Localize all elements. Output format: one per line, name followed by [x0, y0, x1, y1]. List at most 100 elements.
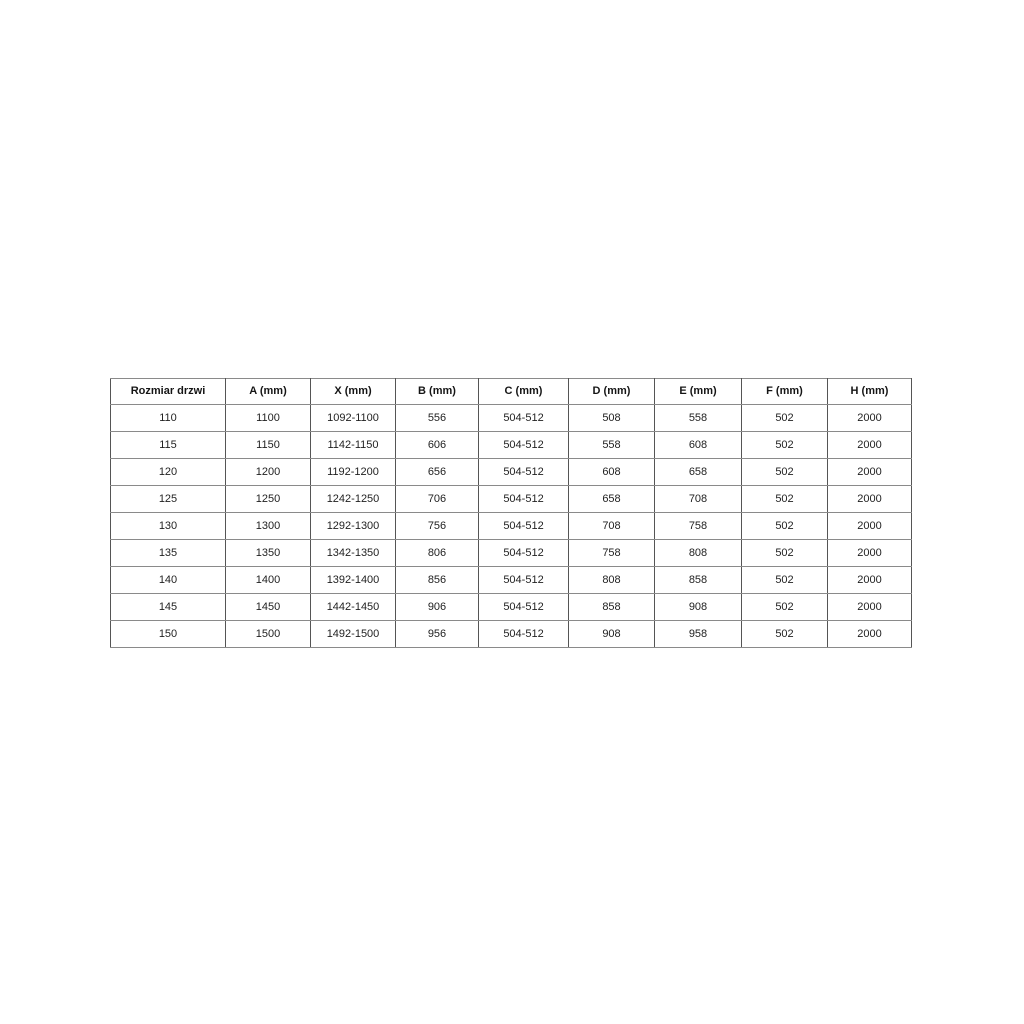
table-cell: 150: [110, 620, 226, 648]
table-cell: 2000: [827, 404, 912, 432]
table-cell: 504-512: [478, 485, 569, 513]
table-cell: 806: [395, 539, 479, 567]
table-cell: 145: [110, 593, 226, 621]
table-row: 130 1300 1292-1300 756 504-512 708 758 502 2000: [110, 512, 912, 540]
table-cell: 756: [395, 512, 479, 540]
table-cell: 1242-1250: [310, 485, 396, 513]
table-cell: 2000: [827, 431, 912, 459]
table-cell: 1150: [225, 431, 311, 459]
table-cell: 508: [568, 404, 655, 432]
column-header: A (mm): [225, 378, 311, 405]
table-row: 125 1250 1242-1250 706 504-512 658 708 502 2000: [110, 485, 912, 513]
table-cell: 2000: [827, 512, 912, 540]
table-cell: 708: [654, 485, 742, 513]
table-cell: 502: [741, 593, 828, 621]
table-cell: 1200: [225, 458, 311, 486]
table-cell: 608: [568, 458, 655, 486]
table-cell: 504-512: [478, 512, 569, 540]
table-cell: 502: [741, 485, 828, 513]
table-body: 110 1100 1092-1100 556 504-512 508 558 502 2000 1…: [110, 404, 912, 648]
table-cell: 858: [654, 566, 742, 594]
table-cell: 502: [741, 431, 828, 459]
table-cell: 1250: [225, 485, 311, 513]
column-header: B (mm): [395, 378, 479, 405]
table-cell: 115: [110, 431, 226, 459]
table-cell: 130: [110, 512, 226, 540]
table-cell: 556: [395, 404, 479, 432]
column-header: Rozmiar drzwi: [110, 378, 226, 405]
table-cell: 558: [568, 431, 655, 459]
table-row: 135 1350 1342-1350 806 504-512 758 808 502 2000: [110, 539, 912, 567]
table-cell: 1142-1150: [310, 431, 396, 459]
table-cell: 504-512: [478, 620, 569, 648]
table-cell: 758: [654, 512, 742, 540]
column-header: D (mm): [568, 378, 655, 405]
table-row: 110 1100 1092-1100 556 504-512 508 558 502 2000: [110, 404, 912, 432]
table-cell: 1442-1450: [310, 593, 396, 621]
table-cell: 502: [741, 566, 828, 594]
table-cell: 708: [568, 512, 655, 540]
table-cell: 1392-1400: [310, 566, 396, 594]
column-header: F (mm): [741, 378, 828, 405]
table-cell: 808: [654, 539, 742, 567]
table-cell: 2000: [827, 485, 912, 513]
table-cell: 1450: [225, 593, 311, 621]
table-cell: 125: [110, 485, 226, 513]
table-cell: 608: [654, 431, 742, 459]
table-cell: 606: [395, 431, 479, 459]
table-row: 115 1150 1142-1150 606 504-512 558 608 502 2000: [110, 431, 912, 459]
table-cell: 504-512: [478, 431, 569, 459]
table-cell: 504-512: [478, 566, 569, 594]
table-cell: 2000: [827, 539, 912, 567]
column-header: C (mm): [478, 378, 569, 405]
table-row: 150 1500 1492-1500 956 504-512 908 958 502 2000: [110, 620, 912, 648]
table-cell: 1092-1100: [310, 404, 396, 432]
table-cell: 502: [741, 512, 828, 540]
table-cell: 1292-1300: [310, 512, 396, 540]
table-cell: 1400: [225, 566, 311, 594]
table-cell: 558: [654, 404, 742, 432]
table-cell: 502: [741, 458, 828, 486]
table-cell: 502: [741, 404, 828, 432]
table-cell: 658: [568, 485, 655, 513]
table-row: 145 1450 1442-1450 906 504-512 858 908 502 2000: [110, 593, 912, 621]
table-cell: 1492-1500: [310, 620, 396, 648]
table-cell: 908: [568, 620, 655, 648]
table-cell: 504-512: [478, 539, 569, 567]
table-cell: 2000: [827, 593, 912, 621]
table-cell: 858: [568, 593, 655, 621]
table-cell: 906: [395, 593, 479, 621]
table-cell: 908: [654, 593, 742, 621]
table-cell: 656: [395, 458, 479, 486]
column-header: H (mm): [827, 378, 912, 405]
column-header: E (mm): [654, 378, 742, 405]
table-cell: 956: [395, 620, 479, 648]
table-cell: 758: [568, 539, 655, 567]
door-size-spec-table: Rozmiar drzwi A (mm) X (mm) B (mm) C (mm) D (…: [110, 378, 912, 648]
table-cell: 135: [110, 539, 226, 567]
table-cell: 706: [395, 485, 479, 513]
column-header: X (mm): [310, 378, 396, 405]
table-cell: 504-512: [478, 458, 569, 486]
table-cell: 1350: [225, 539, 311, 567]
table-cell: 1100: [225, 404, 311, 432]
table-cell: 808: [568, 566, 655, 594]
table-cell: 502: [741, 620, 828, 648]
table-cell: 504-512: [478, 404, 569, 432]
table-cell: 1500: [225, 620, 311, 648]
table-cell: 1300: [225, 512, 311, 540]
table-cell: 1342-1350: [310, 539, 396, 567]
table-cell: 502: [741, 539, 828, 567]
table-cell: 140: [110, 566, 226, 594]
table-header-row: Rozmiar drzwi A (mm) X (mm) B (mm) C (mm) D (…: [110, 378, 912, 405]
table-row: 120 1200 1192-1200 656 504-512 608 658 502 2000: [110, 458, 912, 486]
table-row: 140 1400 1392-1400 856 504-512 808 858 502 2000: [110, 566, 912, 594]
table-cell: 856: [395, 566, 479, 594]
table-cell: 1192-1200: [310, 458, 396, 486]
table-cell: 504-512: [478, 593, 569, 621]
table-cell: 958: [654, 620, 742, 648]
table-cell: 2000: [827, 458, 912, 486]
table-cell: 658: [654, 458, 742, 486]
table-cell: 110: [110, 404, 226, 432]
